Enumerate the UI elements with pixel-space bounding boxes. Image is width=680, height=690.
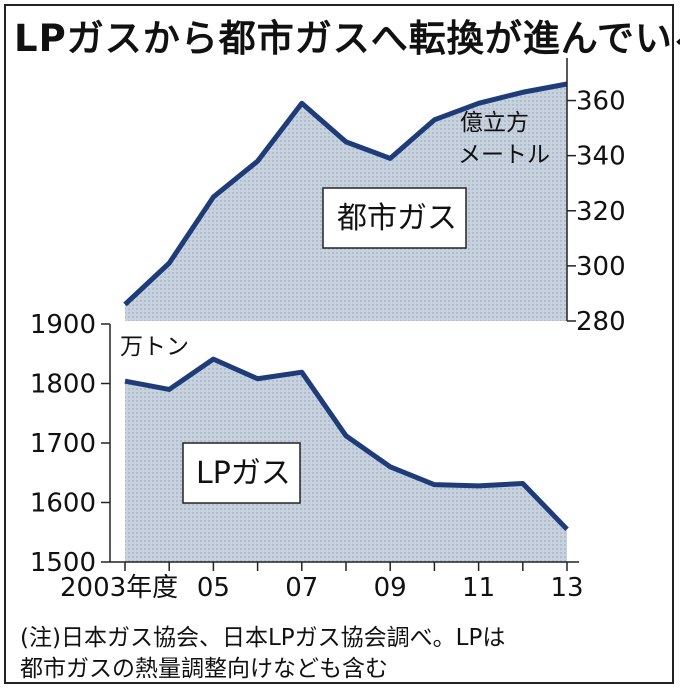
x-tick-label: 05 bbox=[197, 573, 230, 603]
city-gas-series-label: 都市ガス bbox=[337, 201, 457, 236]
lp-gas-area bbox=[125, 359, 567, 562]
city-gas-unit-label: 億立方 bbox=[460, 110, 529, 136]
chart-frame bbox=[4, 4, 674, 684]
lp-gas-y-tick-label: 1900 bbox=[30, 310, 96, 340]
lp-gas-y-tick-label: 1800 bbox=[30, 370, 96, 400]
lp-gas-y-tick-label: 1700 bbox=[30, 429, 96, 459]
x-tick-label: 2003年度 bbox=[60, 573, 178, 603]
city-gas-line bbox=[123, 81, 568, 307]
x-tick-label: 07 bbox=[285, 573, 318, 603]
city-gas-unit-label: メートル bbox=[458, 142, 550, 168]
source-note-line1: (注)日本ガス協会、日本LPガス協会調べ。LPは bbox=[20, 625, 506, 651]
x-tick-label: 09 bbox=[374, 573, 407, 603]
city-gas-y-tick-label: 360 bbox=[576, 87, 626, 117]
source-note-line2: 都市ガスの熱量調整向けなども含む bbox=[20, 656, 388, 682]
lp-gas-unit-label: 万トン bbox=[120, 334, 189, 360]
x-tick-label: 13 bbox=[550, 573, 583, 603]
city-gas-label-box bbox=[322, 187, 467, 249]
lp-gas-series-label: LPガス bbox=[196, 456, 291, 491]
lp-gas-label-box bbox=[182, 442, 301, 504]
chart-title: LPガスから都市ガスへ転換が進んでいる bbox=[14, 17, 680, 60]
city-gas-y-tick-label: 280 bbox=[576, 307, 626, 337]
city-gas-y-tick-label: 300 bbox=[576, 252, 626, 282]
city-gas-y-tick-label: 340 bbox=[576, 142, 626, 172]
x-tick-label: 11 bbox=[462, 573, 495, 603]
lp-gas-y-tick-label: 1600 bbox=[30, 489, 96, 519]
lp-gas-y-tick-label: 1500 bbox=[30, 548, 96, 578]
lp-gas-line bbox=[124, 356, 569, 532]
city-gas-y-tick-label: 320 bbox=[576, 197, 626, 227]
